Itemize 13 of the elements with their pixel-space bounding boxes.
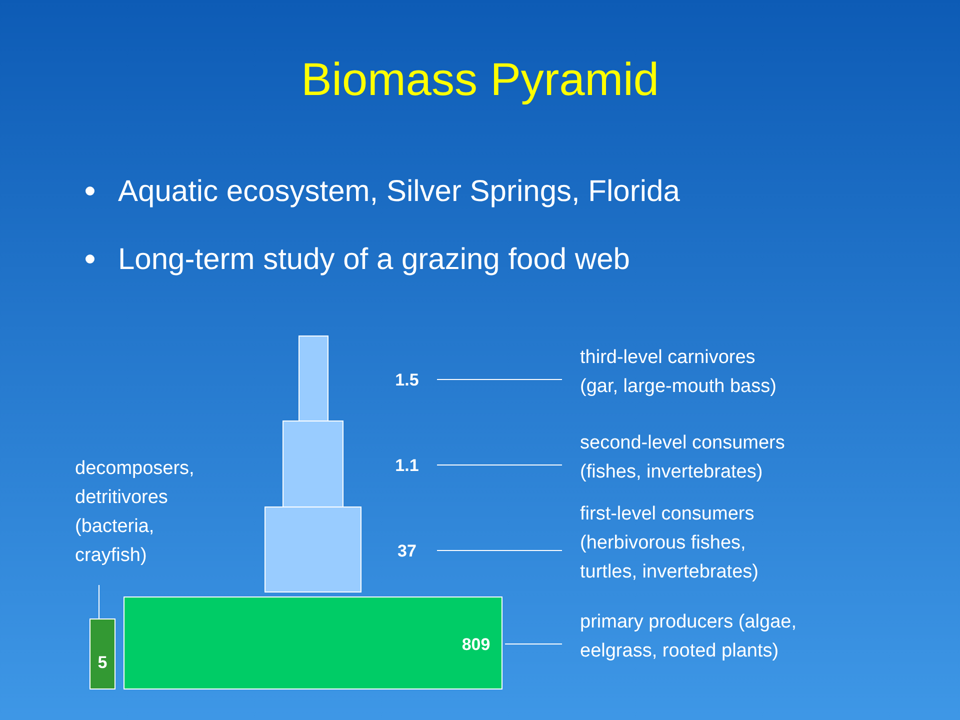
data-label: 5: [98, 653, 108, 672]
category-label: third-level carnivores (gar, large-mouth bass): [580, 347, 776, 397]
text: Aquatic ecosystem, Silver Springs, Florida: [118, 175, 680, 208]
data-label: 809: [462, 635, 490, 654]
text: Biomass Pyramid: [301, 53, 659, 105]
category-label: decomposers, detritivores (bacteria, crayfish): [75, 458, 194, 566]
category-label: first-level consumers (herbivorous fishes, turtles, invertebrates): [580, 504, 758, 582]
category-label: primary producers (algae, eelgrass, rooted plants): [580, 612, 796, 662]
data-label: 1.1: [395, 456, 419, 475]
data-label: 37: [398, 542, 416, 560]
text: Long-term study of a grazing food web: [118, 243, 630, 276]
category-label: second-level consumers (fishes, invertebrates): [580, 432, 785, 482]
data-label: 1.5: [395, 370, 419, 390]
